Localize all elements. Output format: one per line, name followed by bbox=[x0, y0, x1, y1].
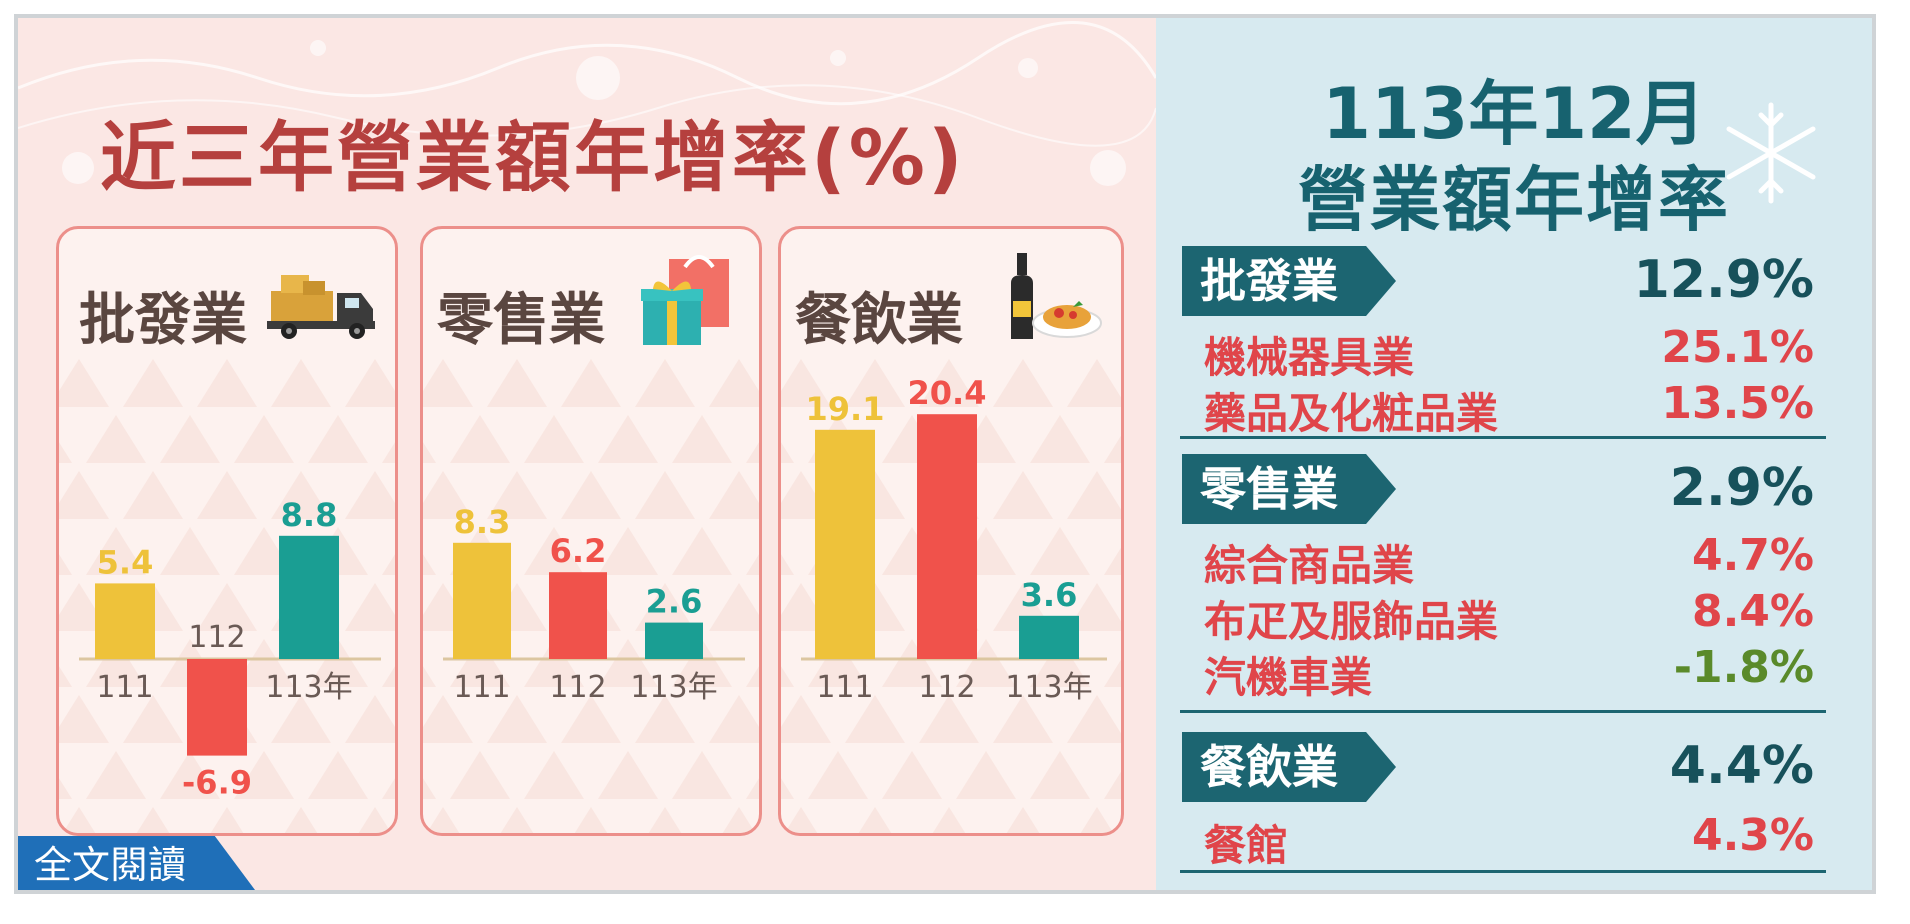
data-label: 8.8 bbox=[281, 496, 338, 534]
bar bbox=[645, 622, 703, 659]
data-label: -6.9 bbox=[182, 764, 252, 802]
divider bbox=[1180, 436, 1826, 439]
item-value-general-merchandise: 4.7% bbox=[1691, 530, 1814, 581]
bar bbox=[917, 414, 977, 659]
item-machinery: 機械器具業 bbox=[1204, 333, 1415, 382]
category-label: 113年 bbox=[630, 670, 717, 705]
data-label: 3.6 bbox=[1021, 576, 1078, 614]
background-decoration bbox=[18, 20, 1156, 186]
category-label: 111 bbox=[816, 670, 873, 705]
divider bbox=[1180, 870, 1826, 873]
summary-title-label: 營業額年增率 bbox=[1298, 159, 1730, 241]
item-value-pharma: 13.5% bbox=[1661, 378, 1814, 429]
delivery-truck-icon bbox=[267, 275, 375, 339]
bar bbox=[815, 429, 875, 659]
data-label: 8.3 bbox=[454, 503, 511, 541]
item-value-restaurants: 4.3% bbox=[1691, 810, 1814, 861]
category-label: 113年 bbox=[1005, 670, 1092, 705]
page-title: 近三年營業額年增率(%) bbox=[100, 113, 966, 202]
item-textiles-apparel: 布疋及服飾品業 bbox=[1204, 597, 1499, 646]
bar bbox=[279, 535, 339, 659]
infographic: 近三年營業額年增率(%) 5.4 111 -6.9 112 8.8 113年 批發業 8.… bbox=[14, 14, 1876, 894]
item-value-motor-vehicles: -1.8% bbox=[1673, 642, 1814, 693]
bar bbox=[95, 583, 155, 659]
left-section: 近三年營業額年增率(%) 5.4 111 -6.9 112 8.8 113年 批發業 8.… bbox=[18, 18, 1156, 890]
category-label: 113年 bbox=[265, 670, 352, 705]
bar bbox=[453, 542, 511, 659]
panel-catering: 19.1 111 20.4 112 3.6 113年 餐飲業 bbox=[778, 226, 1124, 836]
category-label: 112 bbox=[188, 620, 245, 655]
section-tab-catering: 餐飲業 bbox=[1182, 732, 1396, 802]
bar bbox=[187, 659, 247, 756]
section-tab-wholesale: 批發業 bbox=[1182, 246, 1396, 316]
section-value-retail: 2.9% bbox=[1669, 458, 1814, 518]
category-label: 111 bbox=[96, 670, 153, 705]
chart-wholesale: 5.4 111 -6.9 112 8.8 113年 bbox=[59, 359, 395, 833]
data-label: 20.4 bbox=[908, 374, 987, 412]
read-full-text-button[interactable]: 全文閱讀 bbox=[18, 836, 258, 890]
shopping-bag-gift-icon bbox=[641, 255, 729, 345]
item-restaurants: 餐館 bbox=[1204, 821, 1289, 870]
section-tab-retail: 零售業 bbox=[1182, 454, 1396, 524]
panel-retail: 8.3 111 6.2 112 2.6 113年 零售業 bbox=[420, 226, 762, 836]
divider bbox=[1180, 710, 1826, 713]
item-motor-vehicles: 汽機車業 bbox=[1204, 653, 1373, 702]
bar bbox=[549, 572, 607, 659]
summary-title-month: 113年12月 bbox=[1322, 73, 1706, 155]
section-value-wholesale: 12.9% bbox=[1633, 250, 1814, 310]
chart-retail: 8.3 111 6.2 112 2.6 113年 bbox=[423, 359, 759, 833]
item-value-textiles-apparel: 8.4% bbox=[1691, 586, 1814, 637]
item-value-machinery: 25.1% bbox=[1661, 322, 1814, 373]
data-label: 6.2 bbox=[550, 532, 607, 570]
data-label: 5.4 bbox=[97, 543, 154, 581]
chart-catering: 19.1 111 20.4 112 3.6 113年 bbox=[781, 359, 1121, 833]
wine-pasta-icon bbox=[1011, 253, 1102, 339]
category-label: 112 bbox=[918, 670, 975, 705]
right-section: 113年12月 營業額年增率 批發業 12.9% 機械器具業 25.1% 藥品及… bbox=[1156, 18, 1872, 890]
panel-wholesale: 5.4 111 -6.9 112 8.8 113年 批發業 bbox=[56, 226, 398, 836]
panel-title-wholesale: 批發業 bbox=[79, 288, 247, 353]
item-pharma: 藥品及化粧品業 bbox=[1204, 389, 1499, 438]
section-value-catering: 4.4% bbox=[1669, 736, 1814, 796]
panel-title-catering: 餐飲業 bbox=[795, 288, 963, 353]
item-general-merchandise: 綜合商品業 bbox=[1204, 541, 1415, 590]
panel-title-retail: 零售業 bbox=[437, 288, 605, 353]
data-label: 19.1 bbox=[806, 390, 885, 428]
category-label: 111 bbox=[453, 670, 510, 705]
snowflake-icon bbox=[1726, 102, 1816, 204]
category-label: 112 bbox=[549, 670, 606, 705]
bar bbox=[1019, 615, 1079, 659]
data-label: 2.6 bbox=[646, 583, 703, 621]
